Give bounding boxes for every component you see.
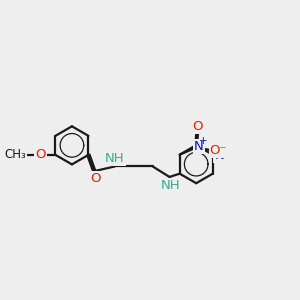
Text: N: N — [214, 148, 224, 162]
Text: NH: NH — [105, 152, 124, 165]
Text: +: + — [199, 136, 208, 146]
Text: O: O — [35, 148, 46, 161]
Text: N: N — [194, 140, 204, 153]
Text: NH: NH — [161, 179, 181, 192]
Text: O: O — [192, 120, 202, 133]
Text: CH₃: CH₃ — [4, 148, 26, 161]
Text: O: O — [90, 172, 101, 184]
Text: O⁻: O⁻ — [210, 143, 227, 157]
